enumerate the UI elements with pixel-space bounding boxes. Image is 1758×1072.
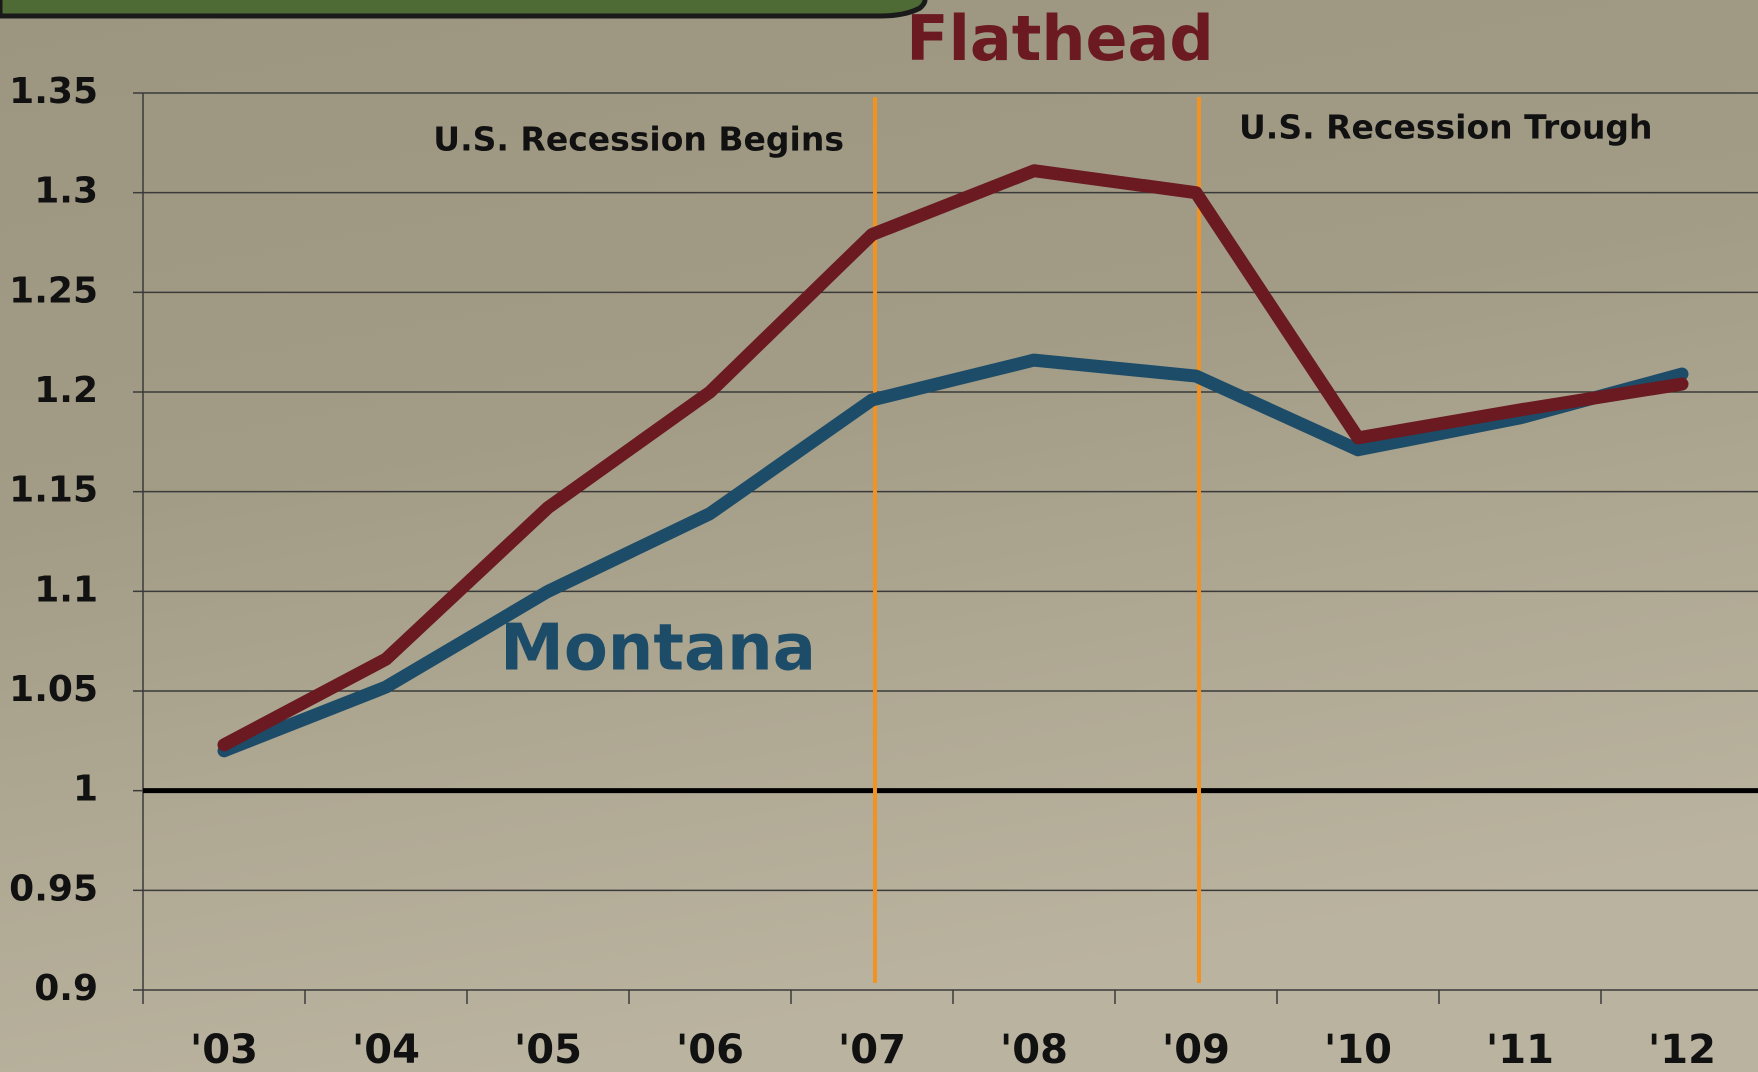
x-tick-label: '05: [514, 1027, 582, 1072]
series-label: Flathead: [906, 2, 1214, 75]
y-tick-label: 1.05: [9, 669, 98, 710]
header-bar: [0, 0, 928, 19]
y-tick-label: 1.35: [9, 71, 98, 112]
y-tick-label: 1.3: [34, 171, 98, 212]
series-line: [217, 164, 1689, 752]
x-tick-label: '12: [1648, 1027, 1716, 1072]
x-tick-label: '03: [190, 1027, 258, 1072]
annotation-text: U.S. Recession Trough: [1239, 108, 1653, 147]
series-label: Montana: [500, 612, 816, 686]
x-tick-label: '11: [1486, 1027, 1554, 1072]
y-tick-label: 1: [73, 769, 98, 810]
annotation-text: U.S. Recession Begins: [433, 120, 844, 159]
y-tick-label: 1.1: [34, 569, 98, 610]
y-tick-label: 0.95: [9, 868, 98, 909]
x-tick-label: '06: [676, 1027, 744, 1072]
x-tick-label: '10: [1324, 1027, 1392, 1072]
x-tick-label: '08: [1000, 1027, 1068, 1072]
y-tick-label: 1.25: [9, 270, 98, 311]
x-tick-label: '04: [352, 1027, 420, 1072]
y-tick-label: 1.2: [34, 370, 98, 411]
x-tick-label: '07: [838, 1027, 906, 1072]
series-line: [217, 353, 1689, 758]
y-tick-label: 0.9: [34, 968, 98, 1009]
x-tick-label: '09: [1162, 1027, 1230, 1072]
y-tick-label: 1.15: [9, 470, 98, 511]
